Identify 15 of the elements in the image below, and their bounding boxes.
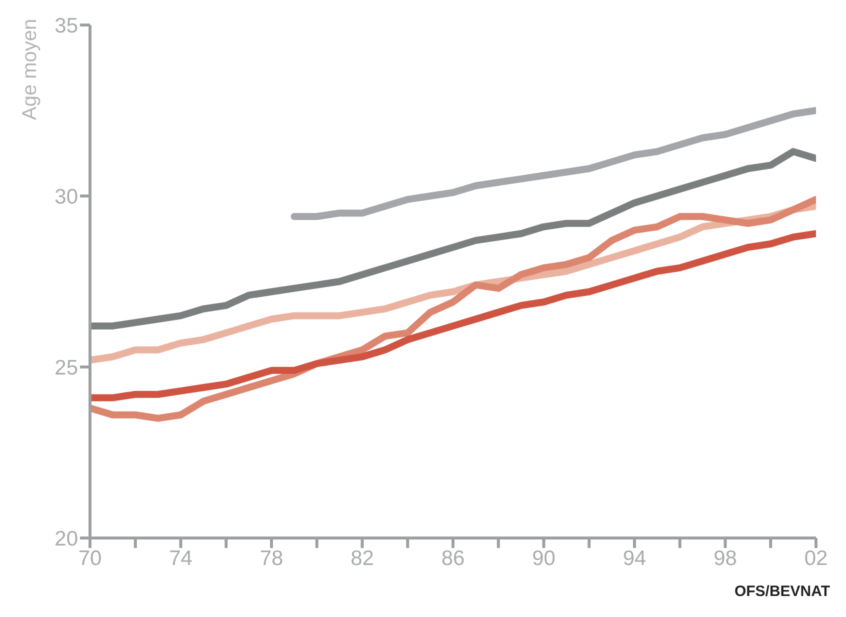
x-tick-label: 86 — [441, 546, 465, 570]
y-tick-label: 25 — [54, 356, 78, 380]
x-tick-label: 94 — [622, 546, 646, 570]
y-axis-title: Age moyen — [19, 18, 42, 120]
text: OFS/BEVNAT — [734, 583, 830, 600]
x-tick-label: 70 — [78, 546, 102, 570]
x-tick-label: 74 — [169, 546, 193, 570]
x-tick-label: 90 — [532, 546, 556, 570]
x-tick-label: 98 — [714, 546, 737, 570]
y-tick-label: 20 — [54, 527, 78, 550]
x-tick-label: 02 — [804, 546, 828, 570]
y-tick-label: 30 — [54, 185, 78, 208]
x-tick-label: 82 — [350, 546, 374, 570]
x-tick-label: 78 — [260, 546, 284, 570]
y-tick-label: 35 — [54, 14, 78, 38]
